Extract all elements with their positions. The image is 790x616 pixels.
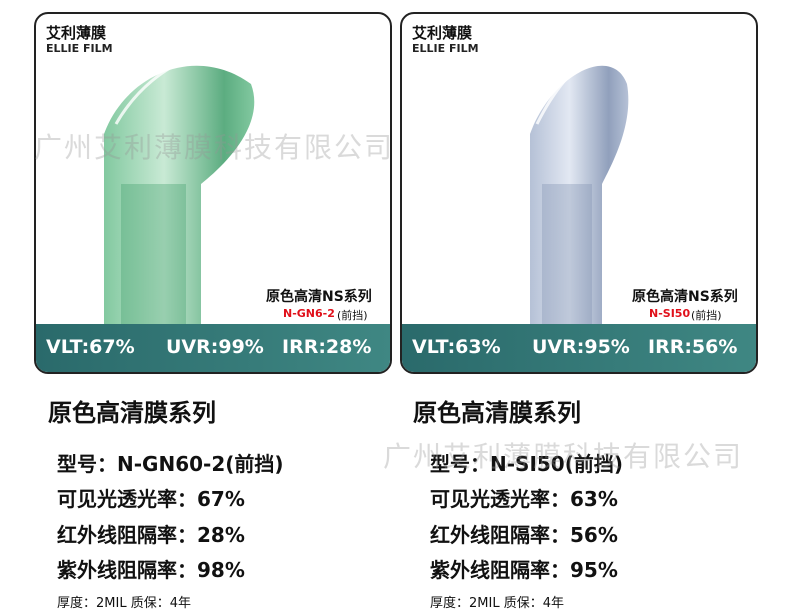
footnote: 厚度：2MIL 质保：4年 — [430, 596, 564, 611]
spec-line: 可见光透光率：63% — [430, 487, 618, 511]
stats-band: VLT:67% UVR:99% IRR:28% — [36, 324, 390, 372]
stat: VLT:67% — [46, 336, 135, 358]
spec-line: 红外线阻隔率：56% — [430, 523, 618, 547]
product-card: 艾利薄膜 ELLIE FILM 原色高清NS系列 N-SI50 (前挡) VLT:63% U… — [400, 12, 758, 374]
product-card: 艾利薄膜 ELLIE FILM 原色高清NS系列 N-GN6-2 (前挡) VLT:67%… — [34, 12, 392, 374]
series-name: 原色高清NS系列 — [632, 289, 738, 305]
model-suffix: (前挡) — [337, 309, 368, 322]
stats-band: VLT:63% UVR:95% IRR:56% — [402, 324, 756, 372]
series-name: 原色高清NS系列 — [266, 289, 372, 305]
stat: IRR:56% — [648, 336, 738, 358]
model-code: N-GN6-2 — [283, 307, 335, 320]
spec-line: 型号：N-SI50(前挡) — [430, 452, 623, 476]
spec-line: 紫外线阻隔率：98% — [57, 558, 245, 582]
product-title: 原色高清膜系列 — [48, 399, 216, 427]
model-code: N-SI50 — [649, 307, 691, 320]
watermark: 广州艾利薄膜科技有限公司 — [383, 440, 744, 473]
brand-name: 艾利薄膜 — [412, 24, 473, 42]
stat: IRR:28% — [282, 336, 372, 358]
footnote: 厚度：2MIL 质保：4年 — [57, 596, 191, 611]
film-roll — [104, 52, 255, 334]
watermark: 广州艾利薄膜科技有限公司 — [34, 131, 395, 164]
brand-name-en: ELLIE FILM — [46, 42, 113, 55]
spec-line: 可见光透光率：67% — [57, 487, 245, 511]
spec-line: 红外线阻隔率：28% — [57, 523, 245, 547]
stat: VLT:63% — [412, 336, 501, 358]
model-suffix: (前挡) — [691, 309, 722, 322]
stat: UVR:99% — [166, 336, 264, 358]
spec-line: 紫外线阻隔率：95% — [430, 558, 618, 582]
stat: UVR:95% — [532, 336, 630, 358]
spec-line: 型号：N-GN60-2(前挡) — [57, 452, 284, 476]
brand-name-en: ELLIE FILM — [412, 42, 479, 55]
film-roll — [530, 52, 629, 334]
brand-name: 艾利薄膜 — [46, 24, 107, 42]
product-title: 原色高清膜系列 — [413, 399, 581, 427]
